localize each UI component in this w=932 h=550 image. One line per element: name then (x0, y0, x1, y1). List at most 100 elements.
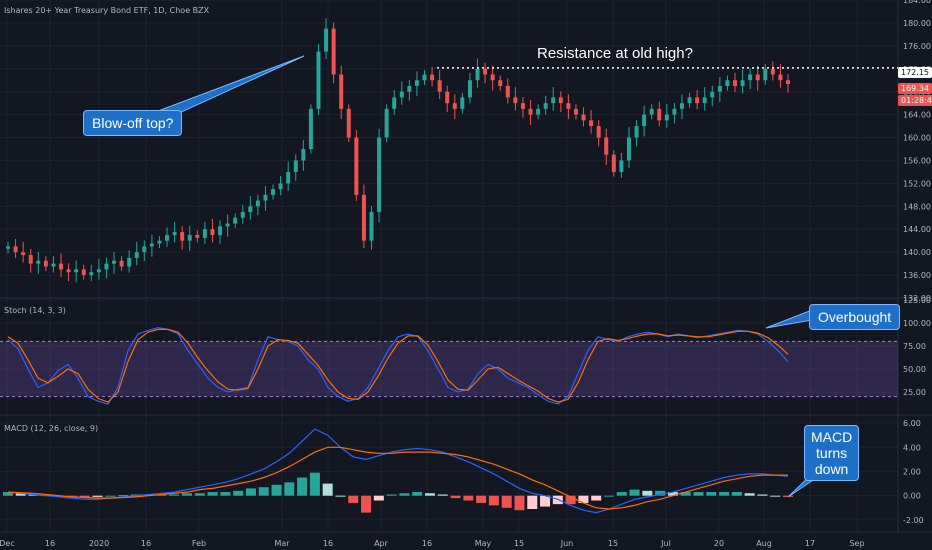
y-tick-label: 125.00 (903, 296, 931, 305)
price-candles (6, 18, 790, 283)
x-tick-label: Apr (374, 539, 389, 548)
macd-hist-bar (731, 492, 742, 496)
macd-hist-bar (169, 494, 180, 496)
candle-body (51, 263, 56, 267)
symbol-title[interactable]: Ishares 20+ Year Treasury Bond ETF, 1D, … (4, 6, 210, 15)
candle-body (384, 108, 389, 138)
x-tick-label: Sep (849, 539, 864, 548)
macd-hist-bar (361, 495, 372, 513)
candle-body (551, 97, 556, 104)
candle-body (513, 97, 518, 104)
candle-body (96, 269, 101, 273)
macd-title[interactable]: MACD (12, 26, close, 9) (4, 424, 99, 433)
candle-body (543, 103, 548, 109)
candle-body (490, 74, 495, 81)
candle-body (316, 51, 321, 109)
macd-hist-bar (105, 495, 116, 497)
macd-hist-bar (130, 494, 141, 496)
candle-body (528, 108, 533, 115)
x-tick-label: 16 (141, 539, 151, 548)
candle-body (566, 103, 571, 109)
candle-body (339, 74, 344, 109)
candle-body (626, 137, 631, 161)
macd-hist-bar (680, 492, 691, 496)
candle-body (786, 80, 790, 85)
macd-hist-bar (655, 490, 666, 496)
candle-body (331, 28, 336, 75)
candle-body (6, 246, 10, 249)
y-tick-label: 160.00 (903, 134, 931, 143)
x-tick-label: 16 (422, 539, 432, 548)
candle-body (286, 171, 291, 184)
candle-body (225, 223, 230, 227)
candle-body (361, 194, 366, 241)
macd-hist-bar (348, 495, 359, 503)
candle-body (354, 137, 359, 195)
candle-body (308, 108, 313, 149)
macd-hist-bar (501, 495, 512, 508)
macd-hist-bar (79, 495, 90, 498)
macd-callout-line1: MACD (811, 429, 853, 445)
stoch-title[interactable]: Stoch (14, 3, 3) (4, 306, 66, 315)
candle-body (604, 137, 609, 155)
macd-callout: MACD turns down (804, 425, 860, 481)
candle-body (324, 28, 329, 52)
macd-hist-bar (258, 487, 269, 496)
y-tick-label: 6.00 (903, 419, 921, 428)
candle-body (422, 74, 427, 81)
candle-body (498, 80, 503, 86)
macd-hist-bar (309, 472, 320, 496)
y-axis[interactable]: 184.00180.00176.00172.00168.00164.00160.… (903, 0, 931, 525)
y-tick-label: 50.00 (903, 365, 926, 374)
candle-body (740, 80, 745, 86)
candle-body (119, 260, 124, 267)
candle-body (392, 97, 397, 109)
candle-body (657, 108, 662, 121)
y-tick-label: 100.00 (903, 319, 931, 328)
x-tick-label: Aug (756, 539, 772, 548)
candle-body (763, 68, 768, 81)
candle-body (21, 252, 26, 256)
candle-body (293, 160, 298, 172)
candle-body (755, 74, 760, 81)
candle-body (679, 103, 684, 109)
stoch-line-d (7, 328, 789, 403)
candle-body (112, 260, 117, 264)
candle-body (483, 68, 488, 75)
candle-body (81, 269, 86, 276)
candle-body (611, 154, 616, 172)
x-tick-label: Feb (192, 539, 206, 548)
macd-callout-line3: down (814, 461, 849, 477)
x-axis[interactable]: Dec 16 2020 16 Feb Mar 16 Apr 16 May 15 Jun 15 Jul 20 A… (0, 539, 865, 548)
candle-body (414, 80, 419, 86)
macd-hist-bar (386, 494, 397, 496)
y-tick-label: 176.00 (903, 42, 931, 51)
y-tick-label: 136.00 (903, 271, 931, 280)
candle-body (520, 103, 525, 109)
overbought-arrow (765, 309, 813, 329)
y-tick-label: 180.00 (903, 19, 931, 28)
y-tick-label: 156.00 (903, 156, 931, 165)
x-tick-label: 16 (45, 539, 55, 548)
candle-body (271, 189, 276, 195)
candle-body (66, 269, 71, 273)
macd-hist-bar (770, 495, 781, 497)
y-tick-label: -2.00 (903, 516, 924, 525)
macd-hist-bar (603, 495, 614, 497)
candle-body (672, 108, 677, 115)
overbought-callout: Overbought (809, 304, 901, 330)
y-tick-label: 4.00 (903, 443, 921, 452)
candle-body (89, 272, 94, 276)
macd-hist-bar (92, 495, 103, 497)
macd-hist-bar (284, 482, 295, 496)
x-tick-label: Mar (274, 539, 290, 548)
macd-hist-bar (373, 495, 384, 501)
macd-hist-bar (194, 493, 205, 496)
candle-body (13, 246, 18, 253)
candle-body (36, 260, 41, 264)
macd-hist-bar (297, 477, 308, 496)
macd-hist-bar (3, 492, 13, 496)
candle-body (180, 232, 185, 241)
macd-hist-bar (476, 495, 487, 503)
